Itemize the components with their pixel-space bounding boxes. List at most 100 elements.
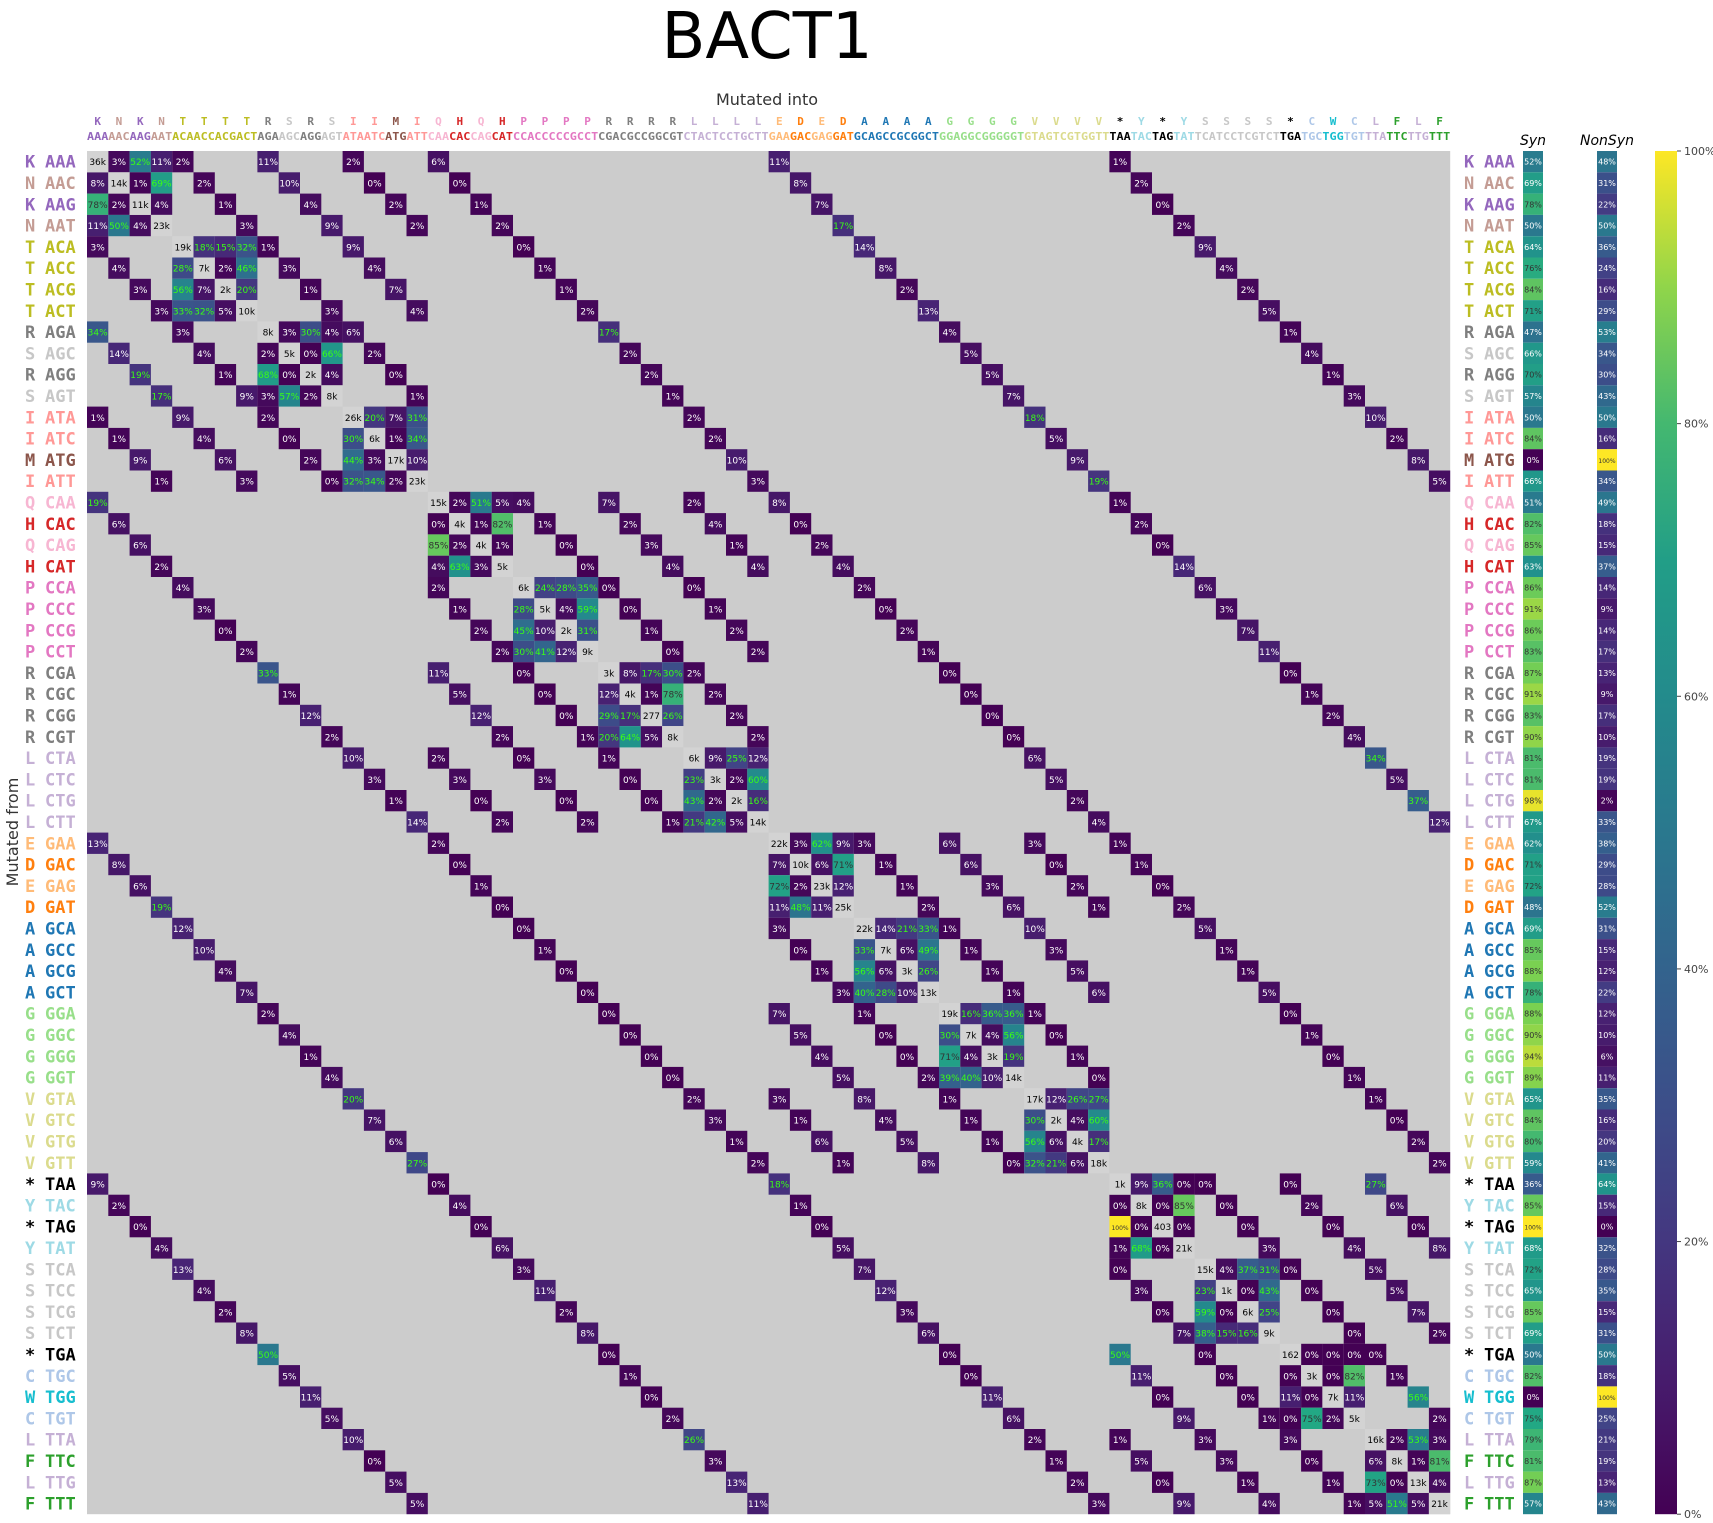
heatmap-cell — [896, 619, 918, 641]
syn-cell — [1523, 598, 1543, 620]
top-codon-label: TTG — [1408, 130, 1430, 143]
syn-label: 91% — [1524, 605, 1542, 614]
heatmap-cell — [1024, 1003, 1046, 1025]
cell-label: 1% — [644, 691, 659, 701]
cell-label: 2% — [1028, 1436, 1043, 1446]
top-aa-label: * — [1159, 115, 1166, 128]
nonsyn-cell — [1597, 257, 1617, 279]
heatmap-cell — [1130, 1365, 1152, 1387]
right-codon-label: ATT — [1484, 472, 1515, 492]
heatmap-cell — [1002, 726, 1025, 748]
heatmap-cell — [576, 577, 599, 599]
cell-label: 18% — [194, 243, 214, 253]
heatmap-cell — [1088, 1130, 1110, 1153]
cell-label: 3% — [1347, 392, 1362, 402]
left-aa-label: V — [25, 1111, 35, 1131]
diagonal-cell — [321, 385, 343, 407]
right-aa-label: R — [1464, 366, 1475, 386]
cell-label: 3% — [453, 776, 468, 786]
right-codon-label: CAT — [1484, 557, 1515, 577]
cell-label: 4% — [1092, 818, 1107, 828]
heatmap-cell — [1343, 1322, 1365, 1344]
cell-label: 0% — [1156, 201, 1171, 211]
heatmap-cell — [747, 768, 769, 790]
left-codon-label: AGC — [45, 344, 76, 364]
cell-label: 5% — [836, 1074, 851, 1084]
heatmap-cell — [598, 683, 620, 705]
top-codon-label: TTT — [1429, 130, 1451, 143]
cell-label: 0% — [1326, 1053, 1341, 1063]
syn-label: 0% — [1527, 456, 1540, 465]
heatmap-cell — [1258, 1279, 1280, 1302]
left-aa-label: A — [25, 941, 35, 961]
diagonal-count-label: 6k — [369, 435, 381, 445]
nonsyn-cell — [1597, 1407, 1617, 1429]
nonsyn-cell — [1597, 1152, 1617, 1174]
cell-label: 19% — [152, 904, 172, 914]
nonsyn-label: 25% — [1598, 1414, 1616, 1423]
heatmap-cell — [385, 406, 407, 428]
syn-cell — [1523, 1066, 1543, 1089]
heatmap-cell — [832, 555, 854, 577]
cell-label: 45% — [514, 627, 534, 637]
left-codon-label: TCT — [45, 1324, 76, 1344]
heatmap-cell — [960, 342, 982, 364]
heatmap-cell — [576, 300, 599, 322]
cell-label: 0% — [1347, 1351, 1362, 1361]
heatmap-cell — [917, 917, 939, 940]
heatmap-cell — [513, 598, 535, 620]
diagonal-cell — [1407, 1471, 1429, 1493]
heatmap-cell — [87, 321, 109, 343]
diagonal-count-label: 1k — [1221, 1287, 1233, 1297]
cell-label: 1% — [985, 968, 1000, 978]
cell-label: 5% — [1070, 968, 1085, 978]
cell-label: 3% — [325, 307, 340, 317]
heatmap-cell — [1024, 747, 1046, 769]
syn-label: 65% — [1524, 1287, 1542, 1296]
heatmap-cell — [321, 321, 343, 343]
heatmap-cell — [300, 704, 322, 727]
nonsyn-cell — [1597, 491, 1617, 514]
cell-label: 85% — [428, 542, 448, 552]
heatmap-cell — [1322, 1407, 1344, 1429]
left-aa-label: * — [25, 1175, 35, 1195]
nonsyn-cell — [1597, 1024, 1617, 1046]
top-codon-label: GTG — [1067, 130, 1089, 143]
heatmap-cell — [1237, 1279, 1259, 1302]
heatmap-cell — [1428, 1322, 1451, 1344]
heatmap-cell — [172, 406, 194, 428]
nonsyn-cell — [1597, 1429, 1617, 1451]
diagonal-count-label: 10k — [792, 861, 809, 871]
syn-label: 64% — [1524, 243, 1542, 252]
heatmap-cell — [449, 555, 471, 577]
cell-label: 0% — [1092, 1074, 1107, 1084]
heatmap-cell — [939, 321, 961, 343]
left-codon-label: GTT — [45, 1154, 76, 1174]
top-codon-label: ACT — [236, 130, 258, 143]
left-codon-label: AAA — [45, 153, 76, 173]
right-aa-label: D — [1464, 898, 1474, 918]
cell-label: 2% — [495, 733, 510, 743]
diagonal-cell — [662, 726, 684, 748]
heatmap-cell — [193, 1279, 215, 1302]
y-axis-label: Mutated from — [3, 778, 22, 887]
cell-label: 33% — [173, 307, 193, 317]
cell-label: 8% — [857, 1095, 872, 1105]
top-aa-label: V — [1095, 115, 1102, 128]
syn-label: 62% — [1524, 839, 1542, 848]
cell-label: 5% — [1411, 1500, 1426, 1510]
cell-label: 18% — [769, 1181, 789, 1191]
heatmap-cell — [1386, 1429, 1408, 1451]
cell-label: 4% — [282, 1031, 297, 1041]
nonsyn-cell — [1597, 342, 1617, 364]
nonsyn-label: 28% — [1598, 882, 1616, 891]
syn-cell — [1523, 1322, 1543, 1344]
syn-cell — [1523, 619, 1543, 641]
heatmap-cell — [193, 427, 215, 450]
heatmap-cell — [321, 364, 343, 386]
top-aa-label: R — [265, 115, 272, 128]
left-codon-label: CTC — [45, 770, 76, 790]
left-codon-label: AGT — [45, 387, 76, 407]
cell-label: 2% — [666, 1415, 681, 1425]
nonsyn-cell — [1597, 747, 1617, 769]
